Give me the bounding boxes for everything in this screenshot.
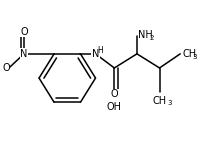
Text: O: O — [2, 63, 10, 73]
Text: H: H — [98, 46, 103, 55]
Text: OH: OH — [107, 102, 122, 112]
Text: N: N — [92, 49, 99, 59]
Text: CH: CH — [152, 96, 167, 106]
Text: O: O — [110, 89, 118, 99]
Text: N: N — [20, 49, 28, 59]
Text: O: O — [20, 27, 28, 37]
Text: CH: CH — [182, 49, 196, 59]
Text: 2: 2 — [149, 35, 154, 41]
Text: 3: 3 — [192, 54, 197, 60]
Text: NH: NH — [138, 30, 153, 40]
Text: 3: 3 — [168, 100, 172, 106]
